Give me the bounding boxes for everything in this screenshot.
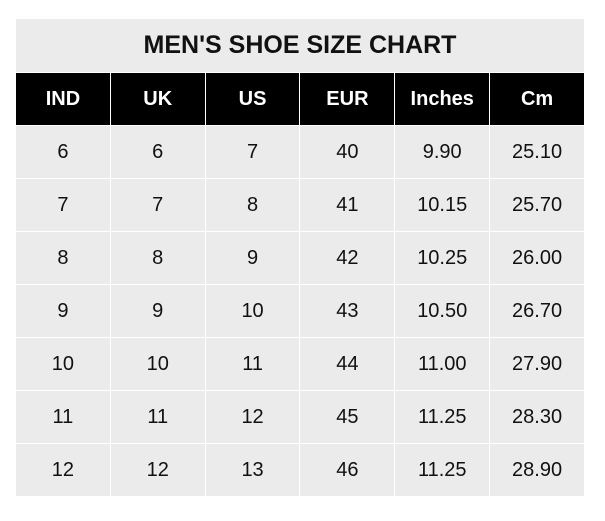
table-cell: 7 xyxy=(109,178,206,232)
table-cell: 8 xyxy=(204,178,301,232)
table-cell: 46 xyxy=(299,443,396,497)
table-cell: 11.00 xyxy=(394,337,491,391)
column-header: IND xyxy=(15,72,111,126)
table-cell: 8 xyxy=(109,231,206,285)
table-cell: 28.30 xyxy=(489,390,585,444)
table-cell: 28.90 xyxy=(489,443,585,497)
table-cell: 7 xyxy=(204,125,301,179)
column-header: US xyxy=(204,72,301,126)
table-title: MEN'S SHOE SIZE CHART xyxy=(15,18,585,73)
table-cell: 26.00 xyxy=(489,231,585,285)
table-cell: 9 xyxy=(15,284,111,338)
table-cell: 11 xyxy=(204,337,301,391)
table-cell: 9 xyxy=(109,284,206,338)
table-row: 12 12 13 46 11.25 28.90 xyxy=(15,443,585,497)
column-header: Inches xyxy=(394,72,491,126)
table-row: 10 10 11 44 11.00 27.90 xyxy=(15,337,585,391)
table-cell: 44 xyxy=(299,337,396,391)
table-cell: 25.70 xyxy=(489,178,585,232)
table-cell: 40 xyxy=(299,125,396,179)
shoe-size-table: MEN'S SHOE SIZE CHART IND UK US EUR Inches Cm… xyxy=(15,18,585,497)
table-cell: 13 xyxy=(204,443,301,497)
table-cell: 6 xyxy=(15,125,111,179)
table-cell: 7 xyxy=(15,178,111,232)
table-cell: 11 xyxy=(109,390,206,444)
table-row: 9 9 10 43 10.50 26.70 xyxy=(15,284,585,338)
table-row: 8 8 9 42 10.25 26.00 xyxy=(15,231,585,285)
table-cell: 12 xyxy=(204,390,301,444)
table-cell: 43 xyxy=(299,284,396,338)
column-header: UK xyxy=(109,72,206,126)
header-row: IND UK US EUR Inches Cm xyxy=(15,72,585,126)
table-row: 6 6 7 40 9.90 25.10 xyxy=(15,125,585,179)
table-cell: 27.90 xyxy=(489,337,585,391)
table-cell: 11 xyxy=(15,390,111,444)
table-cell: 12 xyxy=(109,443,206,497)
table-cell: 26.70 xyxy=(489,284,585,338)
table-cell: 6 xyxy=(109,125,206,179)
table-cell: 10 xyxy=(204,284,301,338)
table-cell: 11.25 xyxy=(394,443,491,497)
table-cell: 8 xyxy=(15,231,111,285)
table-cell: 12 xyxy=(15,443,111,497)
table-cell: 42 xyxy=(299,231,396,285)
table-cell: 10 xyxy=(109,337,206,391)
table-cell: 11.25 xyxy=(394,390,491,444)
table-cell: 10.25 xyxy=(394,231,491,285)
table-cell: 25.10 xyxy=(489,125,585,179)
column-header: Cm xyxy=(489,72,585,126)
table-cell: 41 xyxy=(299,178,396,232)
table-cell: 45 xyxy=(299,390,396,444)
table-cell: 9 xyxy=(204,231,301,285)
column-header: EUR xyxy=(299,72,396,126)
table-cell: 9.90 xyxy=(394,125,491,179)
table-cell: 10.15 xyxy=(394,178,491,232)
table-row: 11 11 12 45 11.25 28.30 xyxy=(15,390,585,444)
table-cell: 10 xyxy=(15,337,111,391)
table-cell: 10.50 xyxy=(394,284,491,338)
table-row: 7 7 8 41 10.15 25.70 xyxy=(15,178,585,232)
